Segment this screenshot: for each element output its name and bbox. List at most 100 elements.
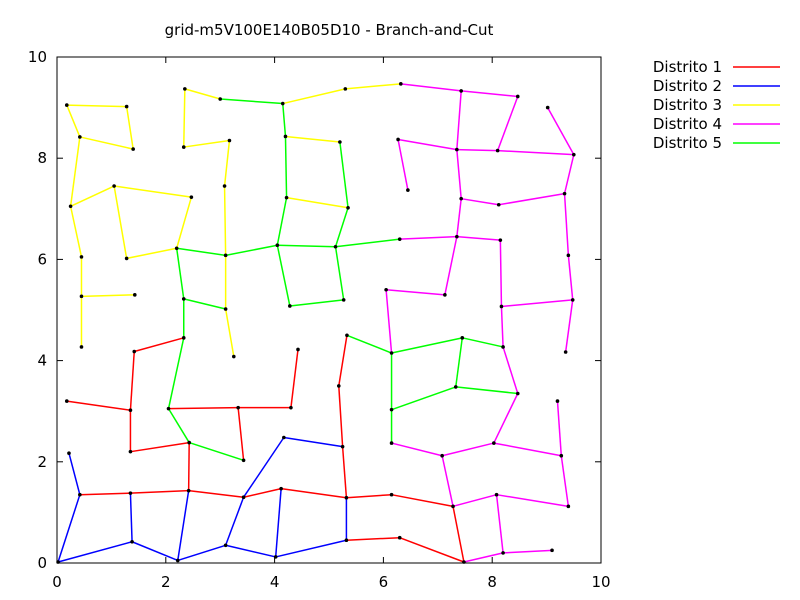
graph-node xyxy=(406,188,410,192)
edge-1 xyxy=(134,337,184,353)
edge-2 xyxy=(57,494,81,563)
graph-node xyxy=(124,104,129,109)
graph-node xyxy=(288,304,292,308)
edge-2 xyxy=(177,490,190,561)
edge-4 xyxy=(456,90,462,150)
legend-label: Distrito 1 xyxy=(653,58,722,76)
x-tick-label: 4 xyxy=(270,573,280,591)
graph-node xyxy=(462,560,466,564)
edge-5 xyxy=(391,386,457,411)
edge-4 xyxy=(452,493,497,508)
edge-4 xyxy=(563,193,570,256)
graph-node xyxy=(515,391,520,396)
edge-4 xyxy=(441,455,454,507)
edge-3 xyxy=(70,185,115,207)
edge-4 xyxy=(500,306,504,347)
graph-node xyxy=(343,87,348,91)
graph-node xyxy=(563,350,568,354)
edge-4 xyxy=(456,148,498,152)
graph-node xyxy=(189,195,194,199)
edge-layer xyxy=(57,83,575,563)
edge-5 xyxy=(455,337,464,388)
graph-node xyxy=(112,184,116,188)
graph-node xyxy=(181,297,186,301)
edge-3 xyxy=(183,88,186,148)
graph-node xyxy=(79,255,84,259)
edge-3 xyxy=(282,88,346,105)
edge-1 xyxy=(66,400,131,411)
edge-4 xyxy=(391,442,443,457)
edge-5 xyxy=(183,298,226,310)
edge-4 xyxy=(493,393,519,444)
edge-1 xyxy=(338,385,344,447)
edge-1 xyxy=(346,536,400,541)
y-tick-label: 0 xyxy=(37,554,47,572)
graph-node xyxy=(282,435,286,440)
edge-5 xyxy=(167,337,185,409)
edge-5 xyxy=(462,337,504,348)
graph-node xyxy=(128,449,133,454)
graph-node xyxy=(67,451,71,455)
edge-5 xyxy=(276,245,291,307)
edge-4 xyxy=(547,107,575,156)
graph-node xyxy=(495,148,500,153)
graph-node xyxy=(296,347,300,352)
edge-5 xyxy=(225,244,278,257)
edge-4 xyxy=(499,240,503,307)
edge-4 xyxy=(564,299,574,353)
graph-node xyxy=(64,399,69,403)
edge-4 xyxy=(385,289,393,354)
edge-1 xyxy=(346,493,392,499)
graph-node xyxy=(128,408,133,412)
graph-node xyxy=(284,195,289,200)
graph-node xyxy=(566,504,571,509)
graph-node xyxy=(241,458,246,463)
graph-node xyxy=(79,294,84,299)
edge-3 xyxy=(224,308,235,357)
edge-3 xyxy=(183,139,230,148)
edge-1 xyxy=(399,536,465,563)
edge-3 xyxy=(69,206,83,258)
edge-4 xyxy=(567,255,574,300)
edge-4 xyxy=(496,96,519,151)
y-tick-label: 6 xyxy=(37,250,47,268)
graph-node xyxy=(223,543,228,548)
edge-2 xyxy=(68,453,81,495)
edge-4 xyxy=(503,549,553,554)
edge-3 xyxy=(79,136,134,150)
x-axis: 0 2 4 6 8 10 xyxy=(52,57,611,591)
edge-1 xyxy=(338,335,348,387)
graph-node xyxy=(232,354,236,359)
edge-3 xyxy=(286,196,349,209)
graph-node xyxy=(166,406,171,411)
edge-5 xyxy=(284,136,288,198)
graph-node xyxy=(78,135,82,139)
graph-node xyxy=(186,488,191,493)
graph-node xyxy=(397,535,402,540)
edge-5 xyxy=(391,337,463,354)
edge-4 xyxy=(502,346,519,394)
graph-node xyxy=(223,307,228,311)
edge-2 xyxy=(177,544,226,562)
graph-node xyxy=(279,486,283,491)
y-tick-label: 2 xyxy=(37,453,47,471)
graph-node xyxy=(131,147,135,151)
edge-5 xyxy=(455,386,518,395)
graph-node xyxy=(183,87,187,91)
legend-label: Distrito 5 xyxy=(653,134,722,152)
edge-5 xyxy=(276,197,288,246)
edge-1 xyxy=(391,493,454,508)
edge-4 xyxy=(461,197,499,206)
edge-2 xyxy=(242,437,285,498)
edge-1 xyxy=(129,351,135,411)
graph-node xyxy=(336,384,341,388)
graph-node xyxy=(397,237,402,241)
edge-1 xyxy=(341,446,348,498)
edge-2 xyxy=(225,544,276,558)
edge-2 xyxy=(224,496,245,546)
legend-label: Distrito 4 xyxy=(653,115,722,133)
graph-node xyxy=(64,103,69,107)
graph-node xyxy=(338,140,342,144)
edge-4 xyxy=(461,90,518,98)
